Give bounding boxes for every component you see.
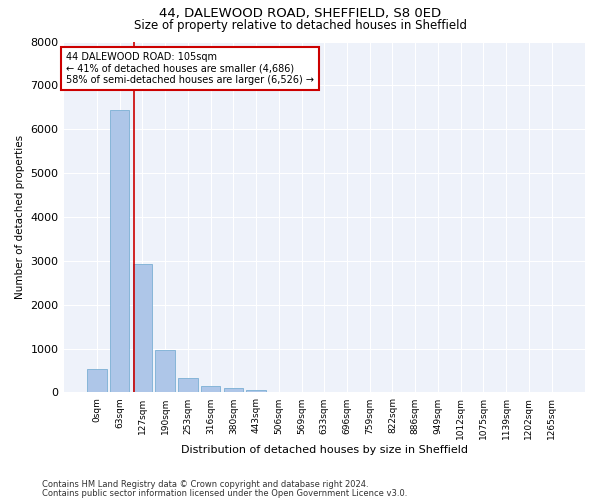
Bar — [178, 378, 197, 392]
Bar — [247, 390, 266, 392]
Text: 44 DALEWOOD ROAD: 105sqm
← 41% of detached houses are smaller (4,686)
58% of sem: 44 DALEWOOD ROAD: 105sqm ← 41% of detach… — [66, 52, 314, 85]
Text: Contains HM Land Registry data © Crown copyright and database right 2024.: Contains HM Land Registry data © Crown c… — [42, 480, 368, 489]
X-axis label: Distribution of detached houses by size in Sheffield: Distribution of detached houses by size … — [181, 445, 468, 455]
Bar — [133, 264, 152, 392]
Bar — [155, 350, 175, 393]
Bar — [110, 110, 130, 392]
Text: Size of property relative to detached houses in Sheffield: Size of property relative to detached ho… — [133, 18, 467, 32]
Bar — [87, 369, 107, 392]
Text: Contains public sector information licensed under the Open Government Licence v3: Contains public sector information licen… — [42, 488, 407, 498]
Y-axis label: Number of detached properties: Number of detached properties — [15, 135, 25, 299]
Text: 44, DALEWOOD ROAD, SHEFFIELD, S8 0ED: 44, DALEWOOD ROAD, SHEFFIELD, S8 0ED — [159, 8, 441, 20]
Bar — [201, 386, 220, 392]
Bar — [224, 388, 243, 392]
